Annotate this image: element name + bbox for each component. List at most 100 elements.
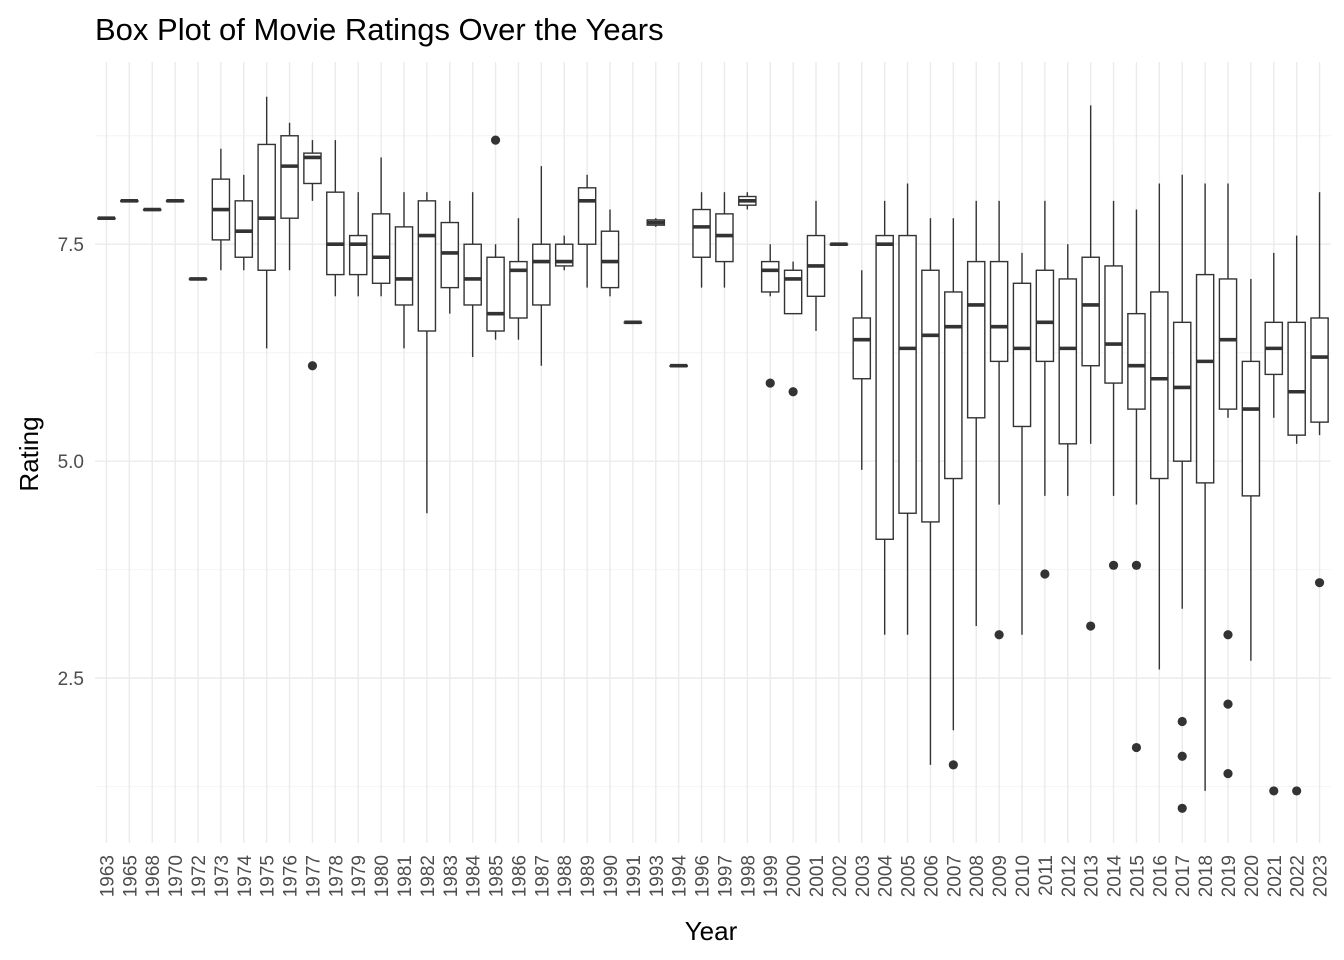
box-body <box>783 269 803 315</box>
box-2010 <box>1012 252 1032 635</box>
box-2022 <box>1287 235 1306 796</box>
box-2017 <box>1172 174 1192 813</box>
box-2001 <box>806 200 826 332</box>
box-1988 <box>554 235 574 271</box>
box-2020 <box>1241 278 1261 661</box>
x-tick-label: 1976 <box>281 855 302 897</box>
outlier-point <box>788 387 798 397</box>
box-body <box>1012 282 1032 428</box>
box-body <box>921 269 940 523</box>
box-2000 <box>783 261 803 397</box>
x-tick-label: 2008 <box>967 855 988 897</box>
x-tick-label: 1983 <box>441 855 462 897</box>
box-body <box>532 243 551 306</box>
x-tick-label: 1970 <box>166 855 187 897</box>
x-tick-label: 1975 <box>258 855 279 897</box>
box-1973 <box>211 148 231 271</box>
box-body <box>234 200 254 258</box>
outlier-point <box>1177 751 1187 761</box>
box-1986 <box>509 218 528 340</box>
box-1975 <box>257 96 276 349</box>
outlier-point <box>1223 768 1233 779</box>
x-tick-label: 1980 <box>372 855 393 897</box>
box-body <box>1127 312 1146 410</box>
x-tick-label: 1996 <box>693 855 714 897</box>
box-1970 <box>165 199 185 203</box>
outlier-point <box>994 630 1004 640</box>
x-tick-label: 2005 <box>899 855 920 897</box>
x-axis-title: Year <box>685 916 738 946</box>
box-body <box>1081 256 1100 367</box>
outlier-point <box>1177 803 1187 813</box>
x-axis-ticks: 1963 1965 1968 1970 1972 1973 1974 1975 1976 1977… <box>97 855 1331 898</box>
x-tick-label: 1968 <box>143 855 164 897</box>
box-1982 <box>417 192 437 514</box>
x-tick-label: 1985 <box>487 855 508 897</box>
box-2003 <box>852 270 872 470</box>
x-tick-label: 2018 <box>1196 855 1217 897</box>
outlier-point <box>1223 630 1233 640</box>
outlier-point <box>1223 699 1233 709</box>
box-1978 <box>326 140 345 297</box>
box-body <box>577 187 597 245</box>
box-1987 <box>532 166 551 366</box>
box-body <box>486 256 505 332</box>
box-1993 <box>646 218 666 227</box>
outlier-point <box>307 361 318 371</box>
x-tick-label: 1990 <box>601 855 622 897</box>
outlier-point <box>1108 560 1119 570</box>
x-tick-label: 1993 <box>647 855 668 897</box>
box-2008 <box>966 200 986 627</box>
y-tick-label: 2.5 <box>58 669 84 690</box>
box-body <box>944 291 963 480</box>
x-tick-label: 1994 <box>670 855 691 898</box>
box-body <box>440 221 460 289</box>
box-body <box>1150 291 1169 480</box>
box-body <box>1310 317 1329 423</box>
box-body <box>760 260 780 293</box>
x-tick-label: 2007 <box>944 855 965 897</box>
x-tick-label: 2022 <box>1288 855 1309 897</box>
box-2009 <box>989 200 1009 640</box>
box-1983 <box>440 200 460 314</box>
box-body <box>852 317 872 380</box>
x-tick-label: 1986 <box>509 855 530 897</box>
box-body <box>1241 360 1261 497</box>
box-1990 <box>600 209 620 297</box>
x-tick-label: 2013 <box>1082 855 1103 897</box>
box-1991 <box>623 320 643 325</box>
box-body <box>989 260 1009 363</box>
x-tick-label: 2016 <box>1150 855 1171 897</box>
box-body <box>280 135 299 219</box>
box-body <box>463 243 482 306</box>
x-tick-label: 2003 <box>853 855 874 897</box>
box-2016 <box>1150 183 1169 670</box>
chart-title: Box Plot of Movie Ratings Over the Years <box>95 12 664 47</box>
box-body <box>394 226 414 306</box>
box-2018 <box>1195 183 1215 791</box>
box-body <box>1035 269 1055 363</box>
box-body <box>600 230 620 289</box>
x-tick-label: 2001 <box>807 855 828 897</box>
x-tick-label: 1987 <box>532 855 553 897</box>
box-2005 <box>898 183 917 635</box>
x-tick-label: 1984 <box>464 855 485 898</box>
box-2004 <box>875 200 894 635</box>
box-body <box>257 143 276 271</box>
x-tick-label: 1982 <box>418 855 439 897</box>
outlier-point <box>1131 742 1142 753</box>
box-body <box>303 152 322 185</box>
box-2019 <box>1218 183 1238 779</box>
box-2012 <box>1058 244 1078 496</box>
box-body <box>1172 321 1192 462</box>
box-body <box>1218 278 1238 410</box>
box-2015 <box>1127 209 1146 753</box>
x-tick-label: 2012 <box>1059 855 1080 897</box>
outlier-point <box>490 135 501 145</box>
box-1963 <box>97 216 116 220</box>
y-axis-ticks: 2.5 5.0 7.5 <box>58 235 84 690</box>
x-tick-label: 2004 <box>876 855 897 898</box>
box-1980 <box>371 157 391 297</box>
box-body <box>371 213 391 284</box>
x-tick-label: 2020 <box>1242 855 1263 897</box>
